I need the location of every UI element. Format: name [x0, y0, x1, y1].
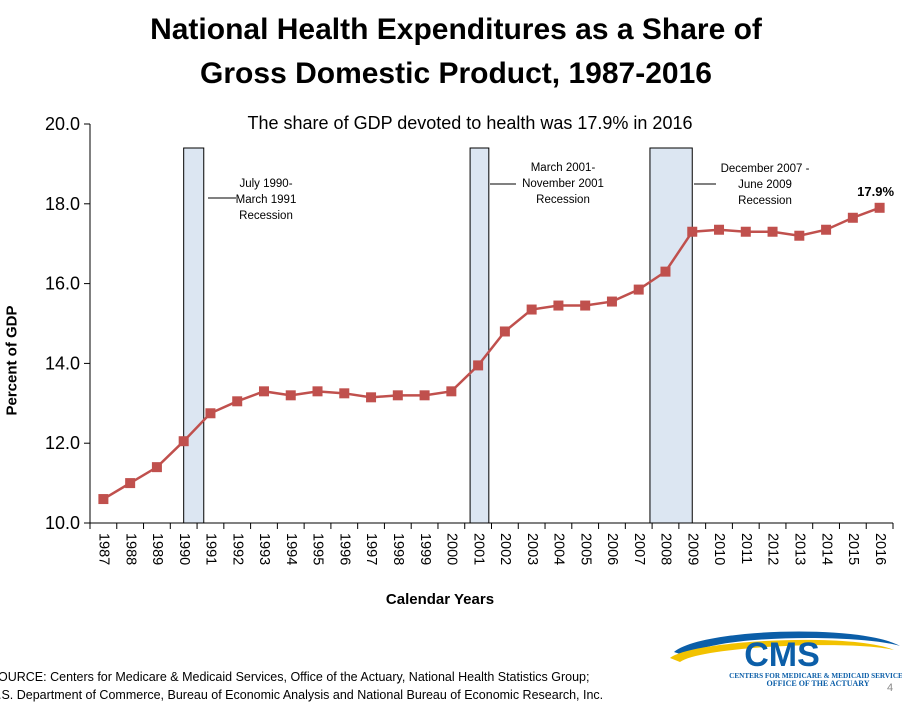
data-point: [499, 326, 510, 337]
recession-label: July 1990-: [239, 178, 292, 190]
data-point: [606, 296, 617, 307]
data-point: [660, 266, 671, 277]
data-point: [125, 478, 136, 489]
data-point: [151, 462, 162, 473]
x-tick-label: 2007: [631, 533, 647, 565]
data-point: [312, 386, 323, 397]
x-tick-label: 2009: [684, 533, 700, 565]
x-tick-label: 2011: [738, 533, 754, 564]
data-point: [874, 202, 885, 213]
data-point: [794, 230, 805, 241]
data-point: [446, 386, 457, 397]
chart-title-line2: Gross Domestic Product, 1987-2016: [200, 57, 712, 90]
x-tick-label: 1991: [203, 533, 219, 565]
data-point: [258, 386, 269, 397]
source-line-1: OURCE: Centers for Medicare & Medicaid S…: [0, 670, 590, 684]
x-tick-label: 2001: [470, 533, 486, 565]
y-tick-label: 12.0: [45, 433, 80, 453]
data-point: [553, 300, 564, 311]
recession-label: Recession: [536, 194, 590, 206]
x-tick-label: 1993: [256, 533, 272, 565]
data-point: [285, 390, 296, 401]
x-tick-label: 1987: [96, 533, 112, 565]
recession-label: November 2001: [522, 178, 604, 190]
logo-swoosh-blue: [674, 631, 900, 656]
data-point: [392, 390, 403, 401]
x-tick-label: 2004: [551, 533, 567, 565]
last-point-label: 17.9%: [857, 184, 894, 199]
cms-logo: CMS CENTERS FOR MEDICARE & MEDICAID SERV…: [670, 631, 902, 688]
x-tick-label: 2010: [711, 533, 727, 565]
x-tick-label: 2012: [765, 533, 781, 565]
data-point: [847, 212, 858, 223]
x-tick-label: 1990: [176, 533, 192, 565]
data-point: [740, 226, 751, 237]
data-point: [767, 226, 778, 237]
data-point: [687, 226, 698, 237]
data-point: [419, 390, 430, 401]
chart-title-line1: National Health Expenditures as a Share …: [150, 13, 762, 46]
series-line: [102, 206, 881, 501]
logo-wordmark: CMS: [744, 636, 820, 674]
recession-band: [183, 147, 205, 524]
x-tick-label: 1989: [149, 533, 165, 565]
data-point: [526, 304, 537, 315]
logo-swoosh-gold: [670, 639, 894, 662]
data-point: [339, 388, 350, 399]
recession-label: December 2007 -: [721, 163, 810, 175]
data-point: [580, 300, 591, 311]
x-tick-label: 2003: [524, 533, 540, 565]
data-point: [178, 436, 189, 447]
recession-label: March 2001-: [531, 162, 596, 174]
data-point: [714, 224, 725, 235]
chart-subtitle: The share of GDP devoted to health was 1…: [247, 113, 693, 133]
x-tick-label: 2008: [658, 533, 674, 565]
x-tick-label: 1992: [229, 533, 245, 565]
x-tick-label: 1996: [336, 533, 352, 565]
y-tick-label: 14.0: [45, 353, 80, 373]
data-point: [232, 396, 243, 407]
x-tick-label: 1994: [283, 533, 299, 565]
source-line-2: .S. Department of Commerce, Bureau of Ec…: [0, 688, 604, 702]
x-tick-label: 1988: [122, 533, 138, 565]
x-tick-label: 2005: [577, 533, 593, 565]
x-tick-label: 2013: [791, 533, 807, 565]
chart-title: National Health Expenditures as a Share …: [0, 8, 912, 96]
recession-label: March 1991: [236, 194, 297, 206]
x-tick-label: 1998: [390, 533, 406, 565]
x-tick-label: 2014: [818, 533, 834, 565]
y-tick-label: 16.0: [45, 274, 80, 294]
y-tick-label: 10.0: [45, 513, 80, 533]
x-tick-label: 1999: [417, 533, 433, 565]
page-number: 4: [887, 682, 894, 694]
x-tick-label: 2000: [444, 533, 460, 565]
data-point: [633, 284, 644, 295]
data-point: [205, 408, 216, 419]
recession-label: Recession: [738, 195, 792, 207]
data-point: [473, 360, 484, 371]
x-tick-label: 2015: [845, 533, 861, 565]
recession-band: [469, 147, 490, 524]
x-tick-label: 2006: [604, 533, 620, 565]
source-note: OURCE: Centers for Medicare & Medicaid S…: [0, 668, 658, 704]
x-tick-label: 2002: [497, 533, 513, 565]
recession-label: Recession: [239, 210, 293, 222]
data-point: [821, 224, 832, 235]
y-tick-label: 20.0: [45, 114, 80, 134]
x-tick-label: 2016: [872, 533, 888, 565]
recession-label: June 2009: [738, 179, 792, 191]
data-point: [366, 392, 377, 403]
x-tick-label: 1995: [310, 533, 326, 565]
data-point: [98, 494, 109, 505]
x-tick-label: 1997: [363, 533, 379, 565]
recession-band: [649, 147, 693, 524]
logo-line2: OFFICE OF THE ACTUARY: [766, 679, 869, 688]
x-axis-label: Calendar Years: [385, 591, 495, 608]
logo-line1: CENTERS FOR MEDICARE & MEDICAID SERVICES: [729, 672, 902, 680]
y-tick-label: 18.0: [45, 194, 80, 214]
